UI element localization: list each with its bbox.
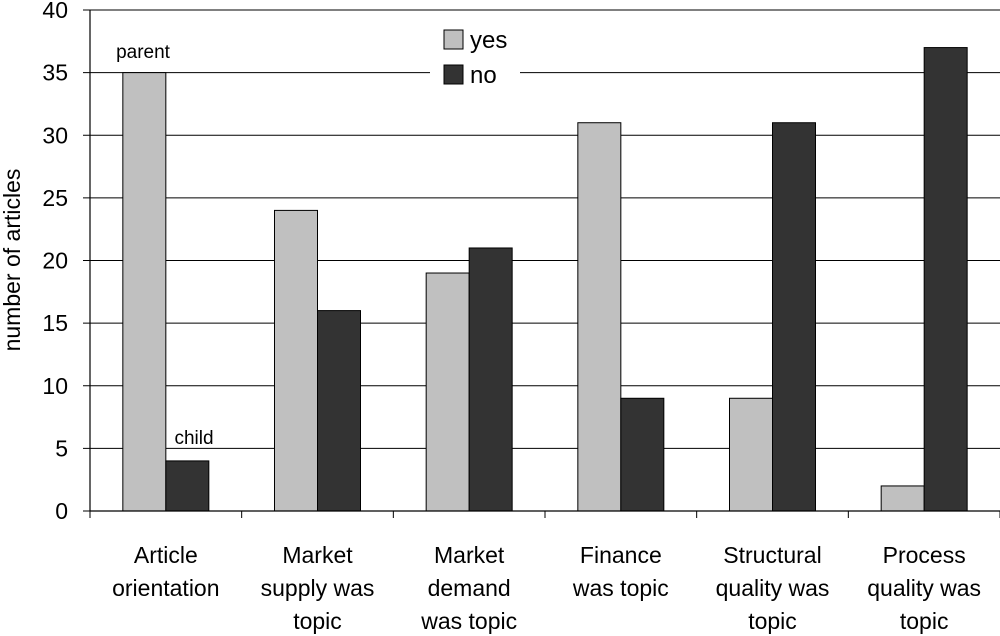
category-label: Market demand was topic — [420, 542, 517, 634]
y-tick-label: 15 — [42, 310, 68, 336]
category-label: Article orientation — [112, 542, 219, 601]
y-tick-label: 10 — [42, 373, 68, 399]
y-tick-label: 40 — [42, 0, 68, 23]
category-label: Finance was topic — [572, 542, 669, 601]
y-tick-label: 25 — [42, 185, 68, 211]
legend-swatch-yes — [443, 29, 464, 50]
legend-label-yes: yes — [470, 27, 507, 54]
bar-yes-5 — [729, 397, 773, 512]
y-tick-label: 20 — [42, 248, 68, 274]
bar-yes-2 — [274, 209, 318, 512]
y-tick-label: 35 — [42, 60, 68, 86]
bar-yes-6 — [880, 485, 925, 512]
y-axis-label: number of articles — [0, 169, 25, 352]
bar-no-1 — [165, 460, 210, 512]
bar-yes-1 — [122, 72, 167, 512]
legend-swatch-no — [443, 64, 464, 85]
bar-no-3 — [468, 247, 513, 512]
bar-yes-3 — [425, 272, 470, 512]
legend-label-no: no — [470, 62, 497, 89]
y-tick-labels: 0 5 10 15 20 25 30 35 40 — [42, 0, 68, 524]
bar-no-4 — [620, 397, 665, 512]
y-tick-label: 0 — [55, 498, 68, 524]
legend: yes no — [430, 14, 520, 94]
category-label: Structural quality was topic — [716, 542, 830, 634]
bar-yes-4 — [577, 122, 622, 512]
bar-no-6 — [923, 47, 968, 512]
category-labels: Article orientation Market supply was topic M… — [112, 542, 981, 634]
annotation-child: child — [174, 428, 213, 449]
annotation-parent: parent — [116, 42, 171, 63]
gridlines — [83, 9, 1000, 512]
axes — [89, 10, 1000, 518]
bars — [122, 47, 968, 512]
bar-no-5 — [772, 122, 816, 512]
category-label: Process quality was topic — [867, 542, 981, 634]
y-tick-label: 30 — [42, 122, 68, 148]
y-tick-label: 5 — [55, 435, 68, 461]
bar-no-2 — [317, 310, 361, 512]
category-label: Market supply was topic — [261, 542, 375, 634]
